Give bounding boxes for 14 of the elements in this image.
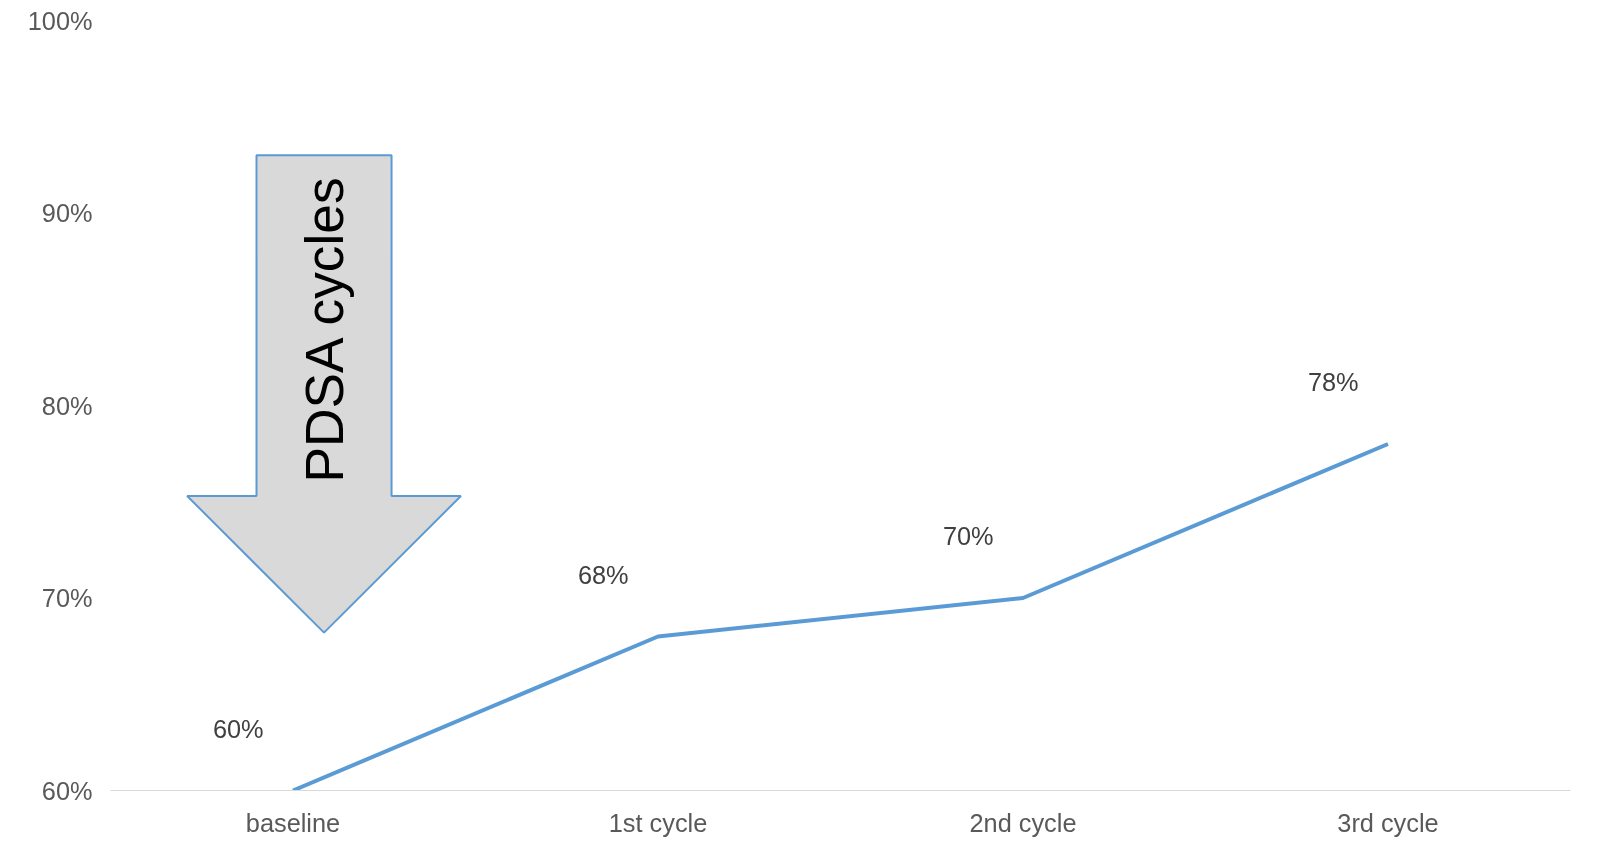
y-tick-label: 60% <box>41 776 93 805</box>
x-tick-label: 2nd cycle <box>969 808 1077 837</box>
x-tick-label: 1st cycle <box>608 808 708 837</box>
y-tick-label: 70% <box>41 584 93 612</box>
y-tick-label: 90% <box>41 199 93 227</box>
data-label: 68% <box>577 560 629 589</box>
y-tick-label: 100% <box>27 6 93 35</box>
data-label: 70% <box>942 522 994 550</box>
x-tick-label: 3rd cycle <box>1337 808 1439 837</box>
data-label: 60% <box>212 714 264 743</box>
x-tick-label: baseline <box>245 808 341 837</box>
data-label: 78% <box>1307 368 1359 396</box>
y-tick-label: 80% <box>41 391 93 420</box>
annotation: PDSA cycles <box>294 177 354 483</box>
